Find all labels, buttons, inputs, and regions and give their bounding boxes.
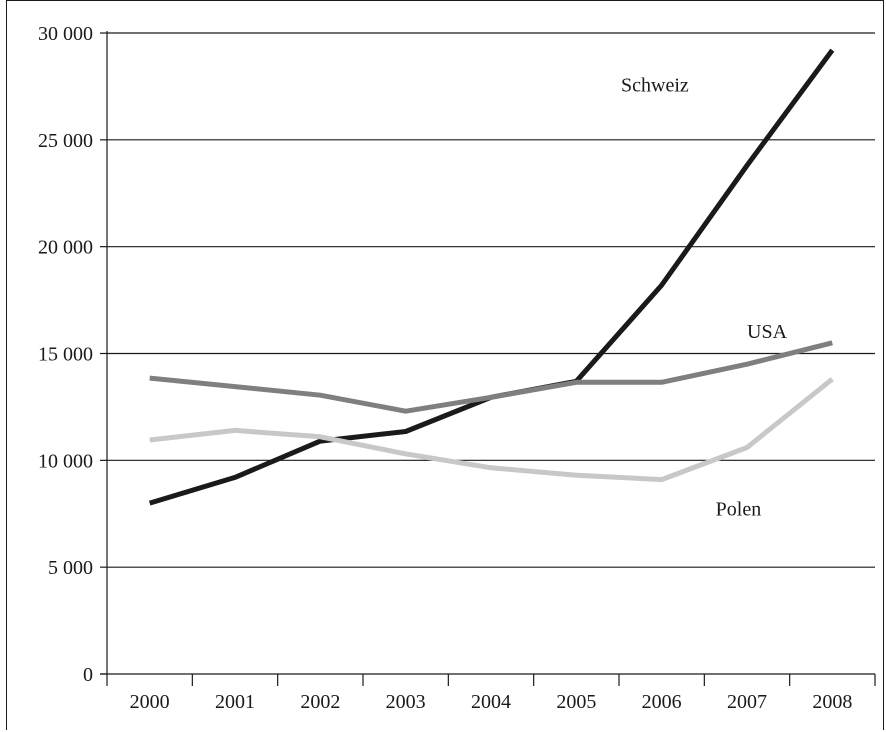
series-lines (148, 48, 835, 506)
y-tick-label: 0 (83, 664, 93, 686)
y-tick-label: 30 000 (38, 23, 93, 45)
x-tick-label: 2007 (727, 691, 767, 713)
x-tick-label: 2002 (300, 691, 340, 713)
y-tick-labels: 0 5 000 10 000 15 000 20 000 25 000 30 000 (38, 23, 93, 686)
x-tick-label: 2006 (642, 691, 682, 713)
axes (100, 31, 876, 686)
gridlines (107, 32, 875, 568)
series-line-usa (149, 340, 833, 414)
x-tick-label: 2001 (215, 691, 255, 713)
x-tick-label: 2004 (471, 691, 511, 713)
x-tick-label: 2003 (386, 691, 426, 713)
chart-frame (6, 0, 884, 730)
series-labels: Schweiz USA Polen (621, 74, 788, 520)
y-tick-label: 10 000 (38, 450, 93, 472)
y-tick-label: 5 000 (48, 557, 93, 579)
y-tick-label: 15 000 (38, 344, 93, 366)
series-label-polen: Polen (716, 499, 762, 521)
series-line-schweiz (148, 48, 835, 506)
y-tick-label: 25 000 (38, 130, 93, 152)
x-tick-label: 2008 (812, 691, 852, 713)
series-label-schweiz: Schweiz (621, 74, 689, 96)
x-tick-label: 2000 (130, 691, 170, 713)
x-tick-label: 2005 (556, 691, 596, 713)
x-tick-labels: 2000 2001 2002 2003 2004 2005 2006 2007 2008 (130, 691, 853, 713)
series-line-polen (149, 377, 834, 483)
series-label-usa: USA (747, 321, 788, 343)
y-tick-label: 20 000 (38, 237, 93, 259)
